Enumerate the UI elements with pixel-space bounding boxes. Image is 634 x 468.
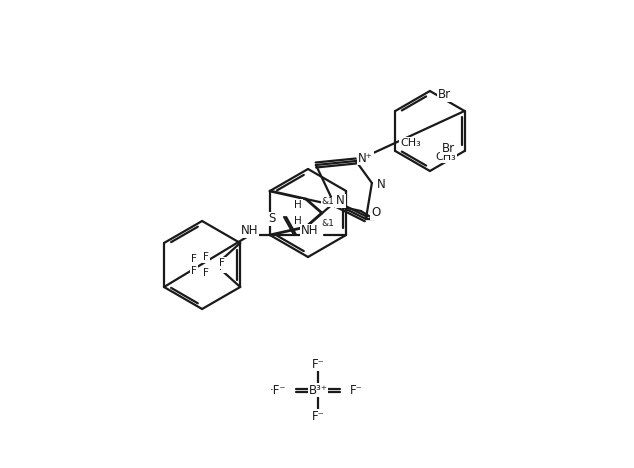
Text: N: N (336, 195, 345, 207)
Text: F: F (204, 268, 209, 278)
Text: Br: Br (441, 141, 455, 154)
Text: Br: Br (441, 141, 455, 154)
Text: &1: &1 (321, 197, 334, 206)
Text: NH: NH (241, 225, 258, 237)
Text: B³⁺: B³⁺ (309, 383, 328, 396)
Text: F⁻: F⁻ (350, 383, 363, 396)
Text: NH: NH (301, 225, 318, 237)
Text: Br: Br (438, 88, 451, 102)
Text: F: F (191, 266, 197, 276)
Text: O: O (371, 206, 380, 219)
Text: H: H (294, 216, 302, 226)
Text: F: F (219, 258, 225, 268)
Text: N⁺: N⁺ (358, 152, 373, 164)
Text: S: S (269, 212, 276, 226)
Text: H: H (294, 200, 302, 210)
Text: F⁻: F⁻ (311, 410, 325, 423)
Text: &1: &1 (321, 219, 334, 228)
Text: CH₃: CH₃ (435, 152, 456, 162)
Text: CH₃: CH₃ (400, 138, 421, 148)
Text: F⁻: F⁻ (311, 358, 325, 371)
Text: N: N (377, 178, 385, 191)
Text: F: F (191, 254, 197, 264)
Text: Br: Br (438, 88, 451, 102)
Text: F: F (219, 262, 225, 272)
Text: F: F (204, 252, 209, 262)
Text: ·F⁻: ·F⁻ (269, 383, 286, 396)
